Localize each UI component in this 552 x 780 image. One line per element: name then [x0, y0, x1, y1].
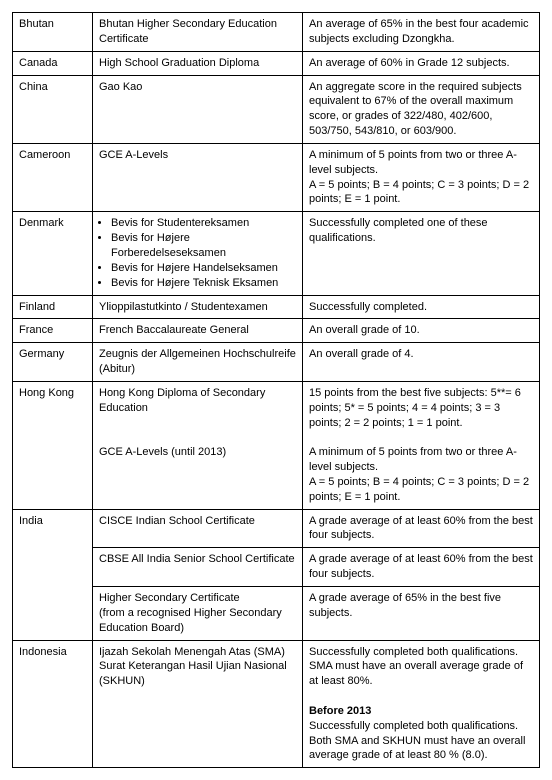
qualification-cell: GCE A-Levels [93, 143, 303, 211]
qualification-line: Surat Keterangan Hasil Ujian Nasional (S… [99, 660, 287, 687]
qualification-cell: Ijazah Sekolah Menengah Atas (SMA) Surat… [93, 640, 303, 768]
requirement-heading: Before 2013 [309, 705, 371, 717]
qualification-cell: Hong Kong Diploma of Secondary Education… [93, 381, 303, 509]
requirement-line: A minimum of 5 points from two or three … [309, 446, 517, 473]
qualification-cell: Bevis for Studentereksamen Bevis for Høj… [93, 212, 303, 295]
qualification-cell: French Baccalaureate General [93, 319, 303, 343]
requirement-cell: An overall grade of 10. [303, 319, 540, 343]
qualification-cell: Higher Secondary Certificate (from a rec… [93, 587, 303, 641]
country-cell: Germany [13, 343, 93, 382]
qualification-list: Bevis for Studentereksamen Bevis for Høj… [99, 216, 296, 290]
country-cell: Bhutan [13, 13, 93, 52]
requirement-line: A minimum of 5 points from two or three … [309, 149, 517, 176]
requirement-cell: Successfully completed. [303, 295, 540, 319]
qualification-line: Hong Kong Diploma of Secondary Education [99, 387, 265, 414]
list-item: Bevis for Højere Handelseksamen [111, 261, 296, 276]
list-item: Bevis for Højere Teknisk Eksamen [111, 276, 296, 291]
country-cell: India [13, 509, 93, 640]
requirement-cell: An overall grade of 4. [303, 343, 540, 382]
table-row: Denmark Bevis for Studentereksamen Bevis… [13, 212, 540, 295]
requirement-line: Successfully completed both qualificatio… [309, 646, 518, 658]
requirement-line: Both SMA and SKHUN must have an overall … [309, 735, 525, 762]
table-row: Cameroon GCE A-Levels A minimum of 5 poi… [13, 143, 540, 211]
requirement-line: SMA must have an overall average grade o… [309, 660, 523, 687]
qualification-line: Ijazah Sekolah Menengah Atas (SMA) [99, 646, 285, 658]
qualification-cell: High School Graduation Diploma [93, 51, 303, 75]
table-row: Canada High School Graduation Diploma An… [13, 51, 540, 75]
country-cell: China [13, 75, 93, 143]
qualification-cell: Ylioppilastutkinto / Studentexamen [93, 295, 303, 319]
table-row: India CISCE Indian School Certificate A … [13, 509, 540, 548]
table-row: Germany Zeugnis der Allgemeinen Hochschu… [13, 343, 540, 382]
qualification-cell: Zeugnis der Allgemeinen Hochschulreife (… [93, 343, 303, 382]
table-row: Higher Secondary Certificate (from a rec… [13, 587, 540, 641]
list-item: Bevis for Højere Forberedelseseksamen [111, 231, 296, 261]
qualification-line: GCE A-Levels (until 2013) [99, 446, 226, 458]
table-row: Finland Ylioppilastutkinto / Studentexam… [13, 295, 540, 319]
table-row: Indonesia Ijazah Sekolah Menengah Atas (… [13, 640, 540, 768]
requirement-cell: Successfully completed both qualificatio… [303, 640, 540, 768]
country-cell: Canada [13, 51, 93, 75]
requirement-line: A = 5 points; B = 4 points; C = 3 points… [309, 476, 529, 503]
requirement-cell: A minimum of 5 points from two or three … [303, 143, 540, 211]
requirement-cell: An aggregate score in the required subje… [303, 75, 540, 143]
requirement-cell: A grade average of at least 60% from the… [303, 509, 540, 548]
table-row: France French Baccalaureate General An o… [13, 319, 540, 343]
requirement-cell: Successfully completed one of these qual… [303, 212, 540, 295]
requirement-cell: An average of 65% in the best four acade… [303, 13, 540, 52]
country-cell: Finland [13, 295, 93, 319]
qualification-line: (from a recognised Higher Secondary Educ… [99, 607, 282, 634]
table-row: Bhutan Bhutan Higher Secondary Education… [13, 13, 540, 52]
requirement-line: A = 5 points; B = 4 points; C = 3 points… [309, 179, 529, 206]
requirement-cell: 15 points from the best five subjects: 5… [303, 381, 540, 509]
requirement-cell: A grade average of 65% in the best five … [303, 587, 540, 641]
table-row: China Gao Kao An aggregate score in the … [13, 75, 540, 143]
requirement-cell: A grade average of at least 60% from the… [303, 548, 540, 587]
requirement-line: 15 points from the best five subjects: 5… [309, 387, 521, 429]
requirements-table: Bhutan Bhutan Higher Secondary Education… [12, 12, 540, 768]
list-item: Bevis for Studentereksamen [111, 216, 296, 231]
table-row: Hong Kong Hong Kong Diploma of Secondary… [13, 381, 540, 509]
country-cell: Hong Kong [13, 381, 93, 509]
country-cell: Denmark [13, 212, 93, 295]
qualification-cell: CISCE Indian School Certificate [93, 509, 303, 548]
requirement-cell: An average of 60% in Grade 12 subjects. [303, 51, 540, 75]
qualification-cell: Gao Kao [93, 75, 303, 143]
country-cell: Indonesia [13, 640, 93, 768]
qualification-cell: Bhutan Higher Secondary Education Certif… [93, 13, 303, 52]
qualification-line: Higher Secondary Certificate [99, 592, 240, 604]
requirement-line: Successfully completed both qualificatio… [309, 720, 518, 732]
country-cell: France [13, 319, 93, 343]
country-cell: Cameroon [13, 143, 93, 211]
table-row: CBSE All India Senior School Certificate… [13, 548, 540, 587]
qualification-cell: CBSE All India Senior School Certificate [93, 548, 303, 587]
